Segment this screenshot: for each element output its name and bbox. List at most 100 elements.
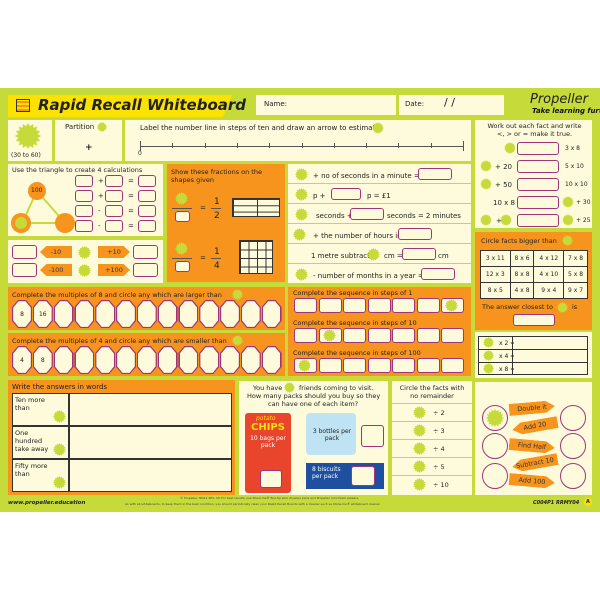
times-answer-box[interactable] xyxy=(514,350,584,361)
triangle-answer-box[interactable] xyxy=(105,220,123,232)
starburst-icon[interactable] xyxy=(53,410,66,423)
starburst-icon[interactable] xyxy=(295,188,308,201)
fact-cell[interactable]: 9 x 4 xyxy=(533,282,565,299)
answer-box[interactable] xyxy=(418,168,452,180)
times-answer-box[interactable] xyxy=(514,363,584,374)
starburst-icon[interactable] xyxy=(175,192,188,205)
sequence-box[interactable] xyxy=(416,328,440,343)
multiple-cell[interactable] xyxy=(74,346,95,374)
multiple-cell[interactable] xyxy=(178,300,199,328)
multiple-cell[interactable] xyxy=(95,346,116,374)
sequence-box[interactable] xyxy=(343,328,366,343)
chain-circle[interactable] xyxy=(560,433,586,459)
starburst-icon[interactable] xyxy=(284,382,295,393)
arrow-answer-box[interactable] xyxy=(133,263,158,277)
sequence-box[interactable] xyxy=(294,328,317,343)
starburst-icon[interactable] xyxy=(295,168,308,181)
multiple-cell[interactable] xyxy=(178,346,199,374)
fact-cell[interactable]: 12 x 3 xyxy=(480,266,511,283)
sequence-box[interactable] xyxy=(416,358,440,373)
starburst-icon[interactable] xyxy=(480,214,492,226)
triangle-answer-box[interactable] xyxy=(75,220,93,232)
starburst-icon[interactable] xyxy=(483,337,494,348)
triangle-answer-box[interactable] xyxy=(105,175,123,187)
multiple-cell[interactable] xyxy=(136,346,157,374)
triangle-answer-box[interactable] xyxy=(138,220,156,232)
sequence-box[interactable] xyxy=(343,358,366,373)
multiple-cell[interactable] xyxy=(74,300,95,328)
multiple-cell[interactable] xyxy=(116,300,136,328)
multiple-cell[interactable] xyxy=(116,346,136,374)
multiple-cell[interactable] xyxy=(220,300,240,328)
words-answer-box[interactable] xyxy=(69,393,232,426)
footer-url[interactable]: www.propeller.education xyxy=(8,500,86,506)
chips-answer-box[interactable] xyxy=(260,470,282,488)
starburst-icon[interactable] xyxy=(480,160,492,172)
starburst-icon[interactable] xyxy=(367,248,380,261)
times-answer-box[interactable] xyxy=(514,337,584,348)
starburst-icon[interactable] xyxy=(562,235,573,246)
fact-cell[interactable]: 4 x 8 xyxy=(509,282,535,299)
fact-cell[interactable]: 8 x 8 xyxy=(509,266,535,283)
triangle-answer-box[interactable] xyxy=(138,175,156,187)
multiple-cell[interactable]: 16 xyxy=(32,300,53,328)
multiple-cell[interactable] xyxy=(95,300,116,328)
triangle-answer-box[interactable] xyxy=(138,190,156,202)
sequence-box[interactable] xyxy=(392,358,415,373)
multiple-cell[interactable] xyxy=(136,300,157,328)
multiple-cell[interactable] xyxy=(53,300,74,328)
starburst-icon[interactable] xyxy=(53,476,66,489)
multiple-cell[interactable] xyxy=(199,346,220,374)
sequence-box[interactable] xyxy=(318,358,342,373)
fact-cell[interactable]: 7 x 8 xyxy=(563,250,588,267)
starburst-icon[interactable] xyxy=(413,424,426,437)
fraction-answer-box[interactable] xyxy=(175,261,190,272)
fraction-answer-box[interactable] xyxy=(175,211,190,222)
sequence-box[interactable] xyxy=(294,298,317,313)
words-answer-box[interactable] xyxy=(69,459,232,492)
fact-cell[interactable]: 8 x 5 xyxy=(480,282,511,299)
arrow-answer-box[interactable] xyxy=(12,245,37,259)
triangle-answer-box[interactable] xyxy=(75,205,93,217)
starburst-icon[interactable] xyxy=(557,302,568,313)
fact-cell[interactable]: 5 x 8 xyxy=(563,266,588,283)
starburst-icon[interactable] xyxy=(413,478,426,491)
answer-box[interactable] xyxy=(402,248,436,260)
compare-answer-box[interactable] xyxy=(517,214,559,227)
triangle-answer-box[interactable] xyxy=(75,175,93,187)
triangle-answer-box[interactable] xyxy=(105,190,123,202)
starburst-icon[interactable] xyxy=(97,122,107,132)
sequence-box[interactable] xyxy=(441,358,464,373)
starburst-icon[interactable] xyxy=(413,460,426,473)
starburst-icon[interactable] xyxy=(486,409,504,427)
words-answer-box[interactable] xyxy=(69,426,232,459)
sequence-box[interactable] xyxy=(367,298,391,313)
answer-box[interactable] xyxy=(398,228,432,240)
starburst-icon[interactable] xyxy=(232,289,243,300)
date-field[interactable] xyxy=(399,95,504,115)
starburst-icon[interactable] xyxy=(504,142,516,154)
starburst-icon[interactable] xyxy=(15,123,41,149)
starburst-icon[interactable] xyxy=(413,442,426,455)
starburst-icon[interactable] xyxy=(78,246,91,259)
triangle-answer-box[interactable] xyxy=(138,205,156,217)
fact-cell[interactable]: 4 x 10 xyxy=(533,266,565,283)
multiple-cell[interactable] xyxy=(240,346,261,374)
answer-box[interactable] xyxy=(421,268,455,280)
answer-box[interactable] xyxy=(331,188,361,200)
sequence-box[interactable] xyxy=(343,298,366,313)
starburst-icon[interactable] xyxy=(372,122,384,134)
starburst-icon[interactable] xyxy=(232,335,243,346)
compare-answer-box[interactable] xyxy=(517,196,559,209)
name-field[interactable] xyxy=(256,95,396,115)
multiple-cell[interactable] xyxy=(240,300,261,328)
starburst-icon[interactable] xyxy=(175,242,188,255)
multiple-cell[interactable] xyxy=(53,346,74,374)
starburst-icon[interactable] xyxy=(78,264,91,277)
multiple-cell[interactable] xyxy=(157,300,178,328)
starburst-icon[interactable] xyxy=(483,363,494,374)
starburst-icon[interactable] xyxy=(483,350,494,361)
starburst-icon[interactable] xyxy=(500,214,512,226)
starburst-icon[interactable] xyxy=(480,178,492,190)
starburst-icon[interactable] xyxy=(562,214,574,226)
